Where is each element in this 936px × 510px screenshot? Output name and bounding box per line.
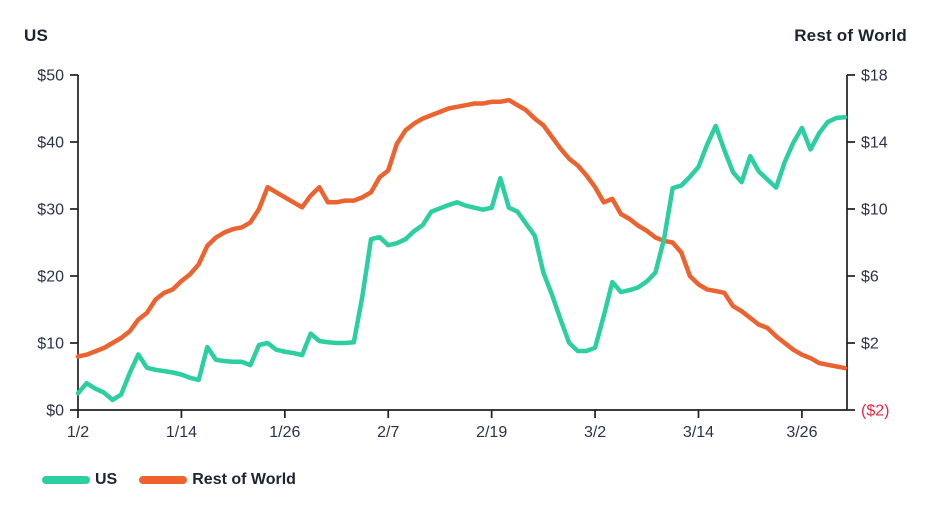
left-axis-tick-label: $40 (37, 135, 64, 152)
right-axis-tick-label: $14 (861, 135, 888, 152)
legend-label-us: US (95, 471, 118, 488)
left-axis-tick-label: $30 (37, 202, 64, 219)
x-axis-tick-label: 3/14 (683, 424, 714, 441)
left-axis-tick-label: $0 (46, 403, 64, 420)
left-axis-tick-label: $50 (37, 68, 64, 85)
legend-label-rest-of-world: Rest of World (192, 471, 296, 488)
left-axis-title: US (24, 26, 49, 45)
x-axis-tick-label: 1/14 (166, 424, 197, 441)
legend-item-rest-of-world: Rest of World (139, 471, 296, 489)
x-axis-tick-label: 2/7 (377, 424, 399, 441)
x-axis-tick-label: 1/2 (67, 424, 89, 441)
chart-legend: US Rest of World (42, 468, 296, 492)
right-axis-tick-label: $6 (861, 269, 879, 286)
us-line-swatch (42, 476, 90, 484)
series-line-us (75, 114, 848, 403)
left-axis-tick-label: $10 (37, 336, 64, 353)
x-axis-tick-label: 2/19 (476, 424, 507, 441)
right-axis-tick-label: $10 (861, 202, 888, 219)
x-axis-tick-label: 3/2 (584, 424, 606, 441)
legend-item-us: US (42, 471, 117, 489)
right-axis-title: Rest of World (794, 26, 907, 45)
right-axis-tick-label: $18 (861, 68, 888, 85)
right-axis-tick-label: $2 (861, 336, 879, 353)
left-axis-tick-label: $20 (37, 269, 64, 286)
right-axis-tick-label: ($2) (861, 403, 889, 420)
rest-of-world-line-swatch (139, 476, 188, 484)
x-axis-tick-label: 1/26 (269, 424, 300, 441)
x-axis-tick-label: 3/26 (786, 424, 817, 441)
series-line-rest-of-world (75, 97, 848, 371)
